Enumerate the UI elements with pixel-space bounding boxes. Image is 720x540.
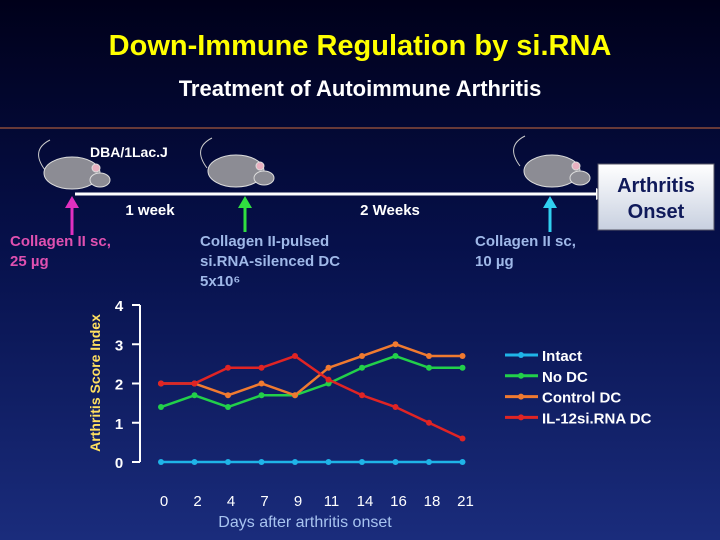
data-point	[359, 353, 365, 360]
legend-label: Intact	[542, 348, 582, 365]
data-point	[258, 392, 265, 399]
x-tick-label: 2	[193, 493, 201, 510]
data-point	[459, 353, 466, 360]
mouse-icon	[38, 139, 111, 190]
data-point	[459, 364, 466, 371]
legend-marker	[518, 352, 524, 358]
data-point	[292, 392, 298, 399]
data-point	[158, 380, 164, 387]
data-point	[426, 419, 432, 426]
x-tick-label: 7	[260, 493, 268, 510]
injection-arrow	[238, 196, 252, 232]
x-axis-label: Days after arthritis onset	[218, 514, 392, 531]
strain-label: DBA/1Lac.J	[90, 144, 168, 160]
data-point	[325, 459, 332, 465]
legend-marker	[518, 414, 524, 421]
legend-marker	[518, 372, 524, 379]
x-tick-label: 16	[390, 493, 407, 510]
injection-label: si.RNA-silenced DC	[200, 253, 340, 270]
data-point	[426, 459, 432, 465]
data-point	[225, 459, 231, 465]
legend-marker	[518, 393, 524, 400]
injection-label: Collagen II sc,	[10, 233, 111, 250]
series-line	[161, 354, 464, 440]
x-tick-label: 18	[424, 493, 441, 510]
y-tick-label: 2	[115, 377, 123, 394]
y-tick-label: 1	[115, 416, 123, 433]
data-point	[426, 353, 432, 360]
injection-label: Collagen II-pulsed	[200, 233, 329, 250]
y-tick-label: 3	[115, 337, 123, 354]
x-tick-label: 4	[227, 493, 235, 510]
series-line	[160, 354, 463, 409]
data-point	[359, 459, 365, 465]
data-point	[158, 459, 164, 465]
data-point	[292, 353, 298, 360]
injection-label: Collagen II sc,	[475, 233, 576, 250]
data-point	[191, 392, 198, 399]
legend-label: No DC	[542, 369, 588, 386]
x-tick-label: 9	[294, 493, 302, 510]
timeline-label: 2 Weeks	[360, 202, 420, 219]
data-point	[258, 380, 265, 387]
data-point	[292, 459, 298, 465]
slide-title: Down-Immune Regulation by si.RNA	[109, 30, 612, 62]
y-tick-label: 0	[115, 455, 123, 472]
data-point	[426, 364, 432, 371]
data-point	[258, 459, 265, 465]
x-tick-label: 21	[457, 493, 474, 510]
series-line	[161, 342, 463, 397]
data-point	[392, 341, 399, 348]
data-point	[225, 364, 231, 371]
data-point	[191, 459, 198, 465]
data-point	[392, 404, 399, 411]
data-point	[459, 459, 466, 465]
mouse-icon	[200, 137, 275, 188]
onset-label: Onset	[628, 201, 685, 223]
injection-label: 10 µg	[475, 253, 514, 270]
data-point	[191, 380, 198, 387]
data-point	[325, 376, 332, 383]
data-point	[392, 353, 399, 360]
injection-label: 5x10⁶	[200, 273, 240, 290]
data-point	[459, 435, 466, 442]
y-axis-label: Arthritis Score Index	[87, 314, 103, 452]
x-tick-label: 14	[357, 493, 374, 510]
y-tick-label: 4	[115, 298, 124, 315]
data-point	[359, 392, 365, 399]
injection-label: 25 µg	[10, 253, 49, 270]
data-point	[225, 404, 231, 411]
onset-box	[597, 163, 715, 231]
data-point	[359, 364, 365, 371]
data-point	[158, 404, 164, 411]
data-point	[325, 364, 332, 371]
data-point	[258, 364, 265, 371]
injection-arrow	[543, 196, 557, 232]
x-tick-label: 0	[160, 493, 168, 510]
x-tick-label: 11	[324, 493, 340, 510]
legend-label: IL-12si.RNA DC	[542, 410, 652, 427]
slide-subtitle: Treatment of Autoimmune Arthritis	[179, 76, 542, 101]
data-point	[225, 392, 231, 399]
mouse-icon	[513, 135, 591, 188]
injection-arrow	[65, 196, 79, 235]
timeline-label: 1 week	[125, 202, 175, 219]
data-point	[392, 459, 399, 465]
onset-label: Arthritis	[617, 175, 695, 197]
legend-label: Control DC	[542, 390, 621, 407]
